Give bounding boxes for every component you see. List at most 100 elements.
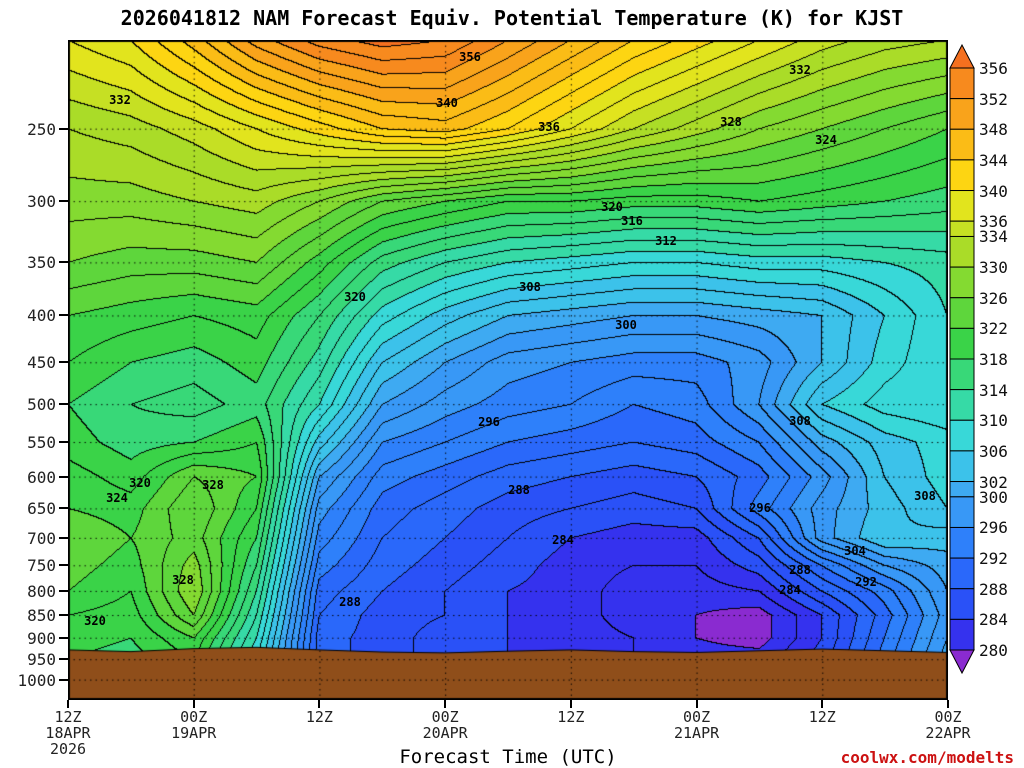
y-tick-label: 850 xyxy=(27,606,56,626)
x-tick-time: 12Z xyxy=(808,708,836,726)
y-tick-mark xyxy=(59,361,68,364)
y-tick-mark xyxy=(59,678,68,681)
colorbar-label: 280 xyxy=(979,641,1008,660)
colorbar-label: 306 xyxy=(979,441,1008,461)
y-tick-label: 350 xyxy=(27,253,56,273)
y-tick-mark xyxy=(59,507,68,510)
colorbar-cell xyxy=(949,297,975,329)
x-tick-mark xyxy=(695,700,698,708)
colorbar-label: 284 xyxy=(979,610,1008,630)
colorbar-label: 296 xyxy=(979,518,1008,538)
colorbar-label: 336 xyxy=(979,212,1008,232)
colorbar-label: 326 xyxy=(979,288,1008,308)
y-tick-mark xyxy=(59,403,68,406)
colorbar-label: 322 xyxy=(979,319,1008,339)
plot-area xyxy=(68,40,948,700)
colorbar-label: 310 xyxy=(979,411,1008,431)
colorbar-label: 302 xyxy=(979,472,1008,492)
x-tick-mark xyxy=(444,700,447,708)
y-tick-mark xyxy=(59,200,68,203)
y-tick-mark xyxy=(59,589,68,592)
x-tick-date: 18APR xyxy=(45,724,91,742)
colorbar-label: 288 xyxy=(979,579,1008,599)
colorbar-cell xyxy=(949,419,975,452)
y-tick-mark xyxy=(59,614,68,617)
y-tick-label: 450 xyxy=(27,353,56,373)
x-axis-title: Forecast Time (UTC) xyxy=(399,746,617,768)
colorbar-bottom-arrow xyxy=(949,649,975,675)
colorbar-cell xyxy=(949,159,975,192)
colorbar-label: 356 xyxy=(979,59,1008,78)
x-tick-time: 12Z xyxy=(305,708,333,726)
colorbar-label: 344 xyxy=(979,150,1008,170)
colorbar-cell xyxy=(949,266,975,299)
y-tick-mark xyxy=(59,636,68,639)
colorbar xyxy=(949,43,975,676)
y-tick-label: 550 xyxy=(27,433,56,453)
y-tick-label: 250 xyxy=(27,119,56,139)
colorbar-cell xyxy=(949,389,975,421)
y-tick-label: 600 xyxy=(27,467,56,487)
colorbar-cell xyxy=(949,190,975,222)
colorbar-label: 348 xyxy=(979,120,1008,140)
y-tick-label: 950 xyxy=(27,650,56,670)
y-tick-mark xyxy=(59,314,68,317)
colorbar-cell xyxy=(949,98,975,130)
colorbar-cell xyxy=(949,327,975,360)
y-tick-mark xyxy=(59,441,68,444)
colorbar-label: 318 xyxy=(979,350,1008,369)
colorbar-top-arrow xyxy=(949,43,975,69)
colorbar-label: 330 xyxy=(979,258,1008,278)
colorbar-cell xyxy=(949,618,975,651)
colorbar-cell xyxy=(949,526,975,559)
x-tick-time: 00Z xyxy=(934,708,962,726)
y-tick-label: 650 xyxy=(27,499,56,519)
colorbar-label: 300 xyxy=(979,487,1008,507)
x-tick-date: 22APR xyxy=(925,724,971,742)
x-tick-date: 19APR xyxy=(171,724,217,742)
y-tick-label: 500 xyxy=(27,395,56,415)
y-tick-label: 750 xyxy=(27,556,56,576)
x-tick-mark xyxy=(947,700,949,708)
y-tick-label: 300 xyxy=(27,192,56,212)
cross-section-canvas xyxy=(68,40,948,700)
x-tick-time: 00Z xyxy=(431,708,459,726)
x-tick-date: 20APR xyxy=(422,724,468,742)
y-tick-label: 700 xyxy=(27,528,56,548)
y-tick-mark xyxy=(59,536,68,539)
x-tick-time: 00Z xyxy=(180,708,208,726)
x-tick-time: 00Z xyxy=(683,708,711,726)
y-tick-label: 1000 xyxy=(17,670,56,690)
y-tick-mark xyxy=(59,658,68,661)
colorbar-cell xyxy=(949,557,975,590)
colorbar-cell xyxy=(949,67,975,100)
colorbar-label: 314 xyxy=(979,380,1008,400)
colorbar-cell xyxy=(949,496,975,528)
colorbar-cell xyxy=(949,588,975,620)
watermark: coolwx.com/modelts xyxy=(840,748,1014,767)
colorbar-cell xyxy=(949,220,975,237)
y-tick-mark xyxy=(59,475,68,478)
x-tick-mark xyxy=(821,700,824,708)
colorbar-label: 352 xyxy=(979,89,1008,109)
chart-title: 2026041812 NAM Forecast Equiv. Potential… xyxy=(120,6,904,30)
x-tick-time: 12Z xyxy=(557,708,585,726)
colorbar-cell xyxy=(949,358,975,391)
y-tick-mark xyxy=(59,261,68,264)
x-tick-mark xyxy=(192,700,195,708)
colorbar-label: 340 xyxy=(979,181,1008,201)
colorbar-cell xyxy=(949,128,975,161)
colorbar-cell xyxy=(949,481,975,498)
y-tick-label: 900 xyxy=(27,628,56,648)
x-tick-mark xyxy=(318,700,321,708)
y-tick-label: 400 xyxy=(27,306,56,326)
y-tick-label: 800 xyxy=(27,581,56,601)
colorbar-cell xyxy=(949,450,975,483)
x-tick-mark xyxy=(67,700,69,708)
x-tick-date: 21APR xyxy=(673,724,720,742)
y-tick-mark xyxy=(59,127,68,130)
colorbar-label: 334 xyxy=(979,227,1008,247)
y-tick-mark xyxy=(59,564,68,567)
x-tick-time: 12Z xyxy=(54,708,82,726)
